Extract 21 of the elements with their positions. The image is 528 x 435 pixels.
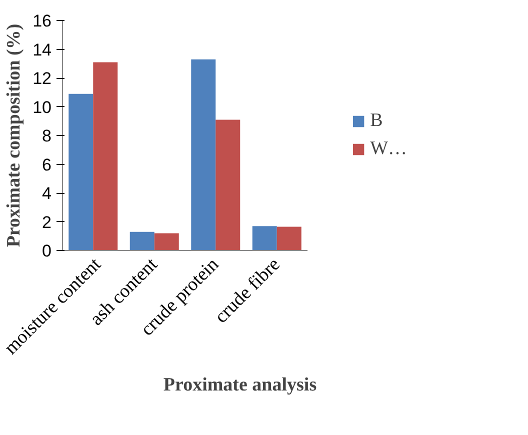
x-axis-title: Proximate analysis	[163, 374, 317, 396]
bar	[130, 232, 154, 250]
y-tick-label: 8	[42, 126, 52, 146]
y-tick-label: 14	[32, 40, 52, 60]
y-axis-title: Proximate composition (%)	[4, 24, 25, 248]
y-tick-label: 2	[42, 212, 52, 232]
y-tick-label: 10	[32, 98, 52, 117]
y-tick-label: 0	[42, 242, 52, 260]
bar	[154, 233, 179, 250]
legend-label: B	[370, 110, 384, 132]
bar	[252, 226, 277, 250]
y-tick-label: 12	[32, 69, 52, 88]
bar	[191, 59, 216, 250]
y-tick-label: 6	[42, 155, 52, 174]
bar	[216, 120, 240, 250]
legend-label: W…	[370, 138, 407, 160]
bar	[68, 94, 94, 250]
y-tick-label: 16	[32, 12, 52, 30]
bar	[93, 62, 118, 250]
bar	[276, 226, 302, 250]
y-tick-label: 4	[42, 184, 52, 203]
